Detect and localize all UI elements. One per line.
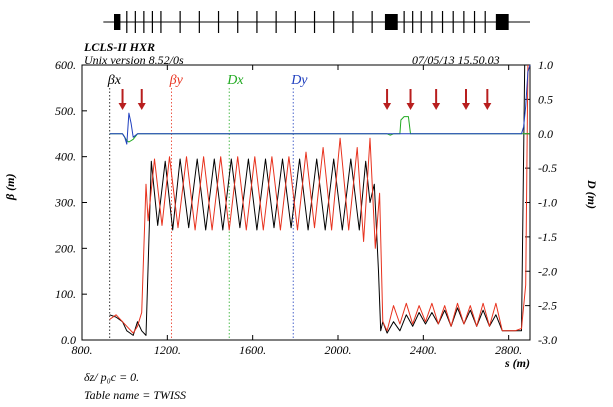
series-line	[109, 64, 528, 336]
lattice-dense-block	[495, 14, 509, 30]
y-right-tick-label: -2.0	[538, 264, 557, 278]
y-right-tick-label: 0.5	[538, 92, 553, 106]
series-line	[109, 116, 530, 143]
y-right-axis-label: D (m)	[585, 180, 599, 209]
x-tick-label: 2400.	[410, 343, 437, 357]
arrow-marker	[432, 89, 441, 110]
lattice-layout	[103, 11, 530, 33]
x-tick-label: 2800.	[495, 343, 522, 357]
y-right-tick-label: -2.5	[538, 299, 557, 313]
y-right-tick-label: 1.0	[538, 58, 553, 72]
lattice-dense-block	[114, 14, 121, 30]
x-axis-label: s (m)	[505, 356, 530, 370]
series-line	[109, 64, 531, 145]
series-lines	[109, 64, 531, 336]
y-right-tick-label: -0.5	[538, 161, 557, 175]
y-right-tick-label: -1.0	[538, 196, 557, 210]
program-version: Unix version 8.52/0s	[84, 53, 184, 67]
y-left-tick-label: 400.	[55, 150, 76, 164]
arrow-marker	[483, 89, 492, 110]
arrow-marker	[383, 89, 392, 110]
plot-frame	[81, 64, 531, 341]
table-name-note: Table name = TWISS	[84, 388, 186, 402]
x-tick-label: 800.	[72, 343, 93, 357]
y-left-tick-label: 300.	[54, 196, 76, 210]
legend-label: βx	[107, 73, 122, 88]
y-left-tick-label: 100.	[55, 287, 76, 301]
legend-label: βy	[169, 73, 184, 88]
arrow-marker	[462, 89, 470, 110]
x-tick-label: 2000.	[325, 343, 352, 357]
y-right-tick-label: -3.0	[538, 333, 557, 347]
y-left-tick-label: 500.	[55, 104, 76, 118]
y-left-axis-label: β (m)	[3, 173, 17, 200]
arrow-marker	[406, 89, 415, 110]
legend-label: Dx	[226, 73, 244, 88]
y-right-tick-label: 0.0	[538, 127, 553, 141]
legend-label: Dy	[290, 73, 308, 88]
momentum-deviation-note: δz/ p₀c = 0.	[84, 370, 140, 384]
arrow-markers	[118, 89, 492, 110]
x-tick-label: 1200.	[154, 343, 181, 357]
y-left-tick-label: 0.0	[61, 333, 76, 347]
machine-name: LCLS-II HXR	[84, 40, 156, 54]
y-left-tick-label: 200.	[55, 241, 76, 255]
x-tick-label: 1600.	[239, 343, 266, 357]
arrow-marker	[118, 89, 127, 110]
y-left-tick-label: 600.	[55, 58, 76, 72]
series-line	[109, 64, 529, 334]
run-datetime: 07/05/13 15.50.03	[412, 53, 500, 67]
y-right-tick-label: -1.5	[538, 230, 557, 244]
arrow-marker	[137, 89, 146, 110]
axis-ticks: 800. 1200. 1600. 2000. 2400. 2800. 0.0 100. 200.…	[54, 58, 557, 357]
lattice-dense-block	[384, 14, 398, 30]
